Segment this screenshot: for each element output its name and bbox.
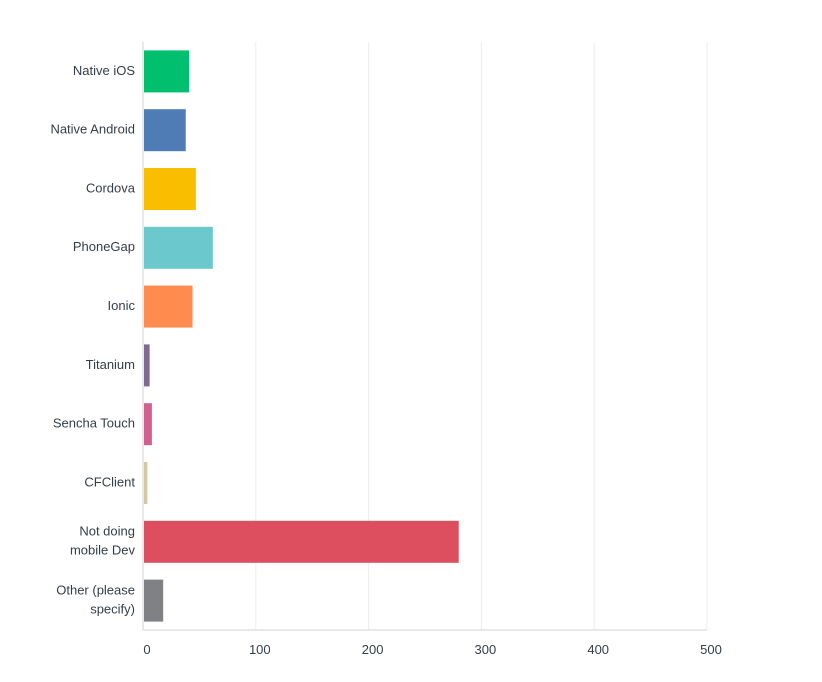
x-tick-label: 500 [700,642,722,657]
category-label: Titanium [86,357,135,372]
category-label: Cordova [86,180,136,195]
category-label: PhoneGap [73,239,135,254]
bar-other-please-specify [144,579,164,622]
bar-titanium [144,344,150,387]
category-label: Native Android [50,122,135,137]
bar-cordova [144,168,196,210]
bar-not-doing-mobile-dev [144,520,459,563]
category-labels: Native iOS Native Android Cordova PhoneGap I… [50,63,135,617]
x-tick-labels: 0 100 200 300 400 500 [143,642,721,657]
x-tick-label: 100 [249,642,271,657]
x-tick-label: 300 [475,642,497,657]
category-label: Not doing mobile Dev [70,524,136,558]
category-label: Other (please specify) [56,583,135,617]
bar-native-android [144,109,186,152]
bars [144,50,459,622]
axes [142,42,707,631]
bar-sencha-touch [144,403,152,446]
bar-ionic [144,285,193,328]
x-tick-label: 400 [587,642,609,657]
category-label: CFClient [84,474,135,489]
category-label: Native iOS [73,63,135,78]
bar-cfclient [144,462,148,504]
category-label: Sencha Touch [53,416,135,431]
category-label: Ionic [108,298,136,313]
bar-phonegap [144,226,213,269]
bar-native-ios [144,50,190,93]
x-tick-label: 0 [143,642,150,657]
x-tick-label: 200 [362,642,384,657]
